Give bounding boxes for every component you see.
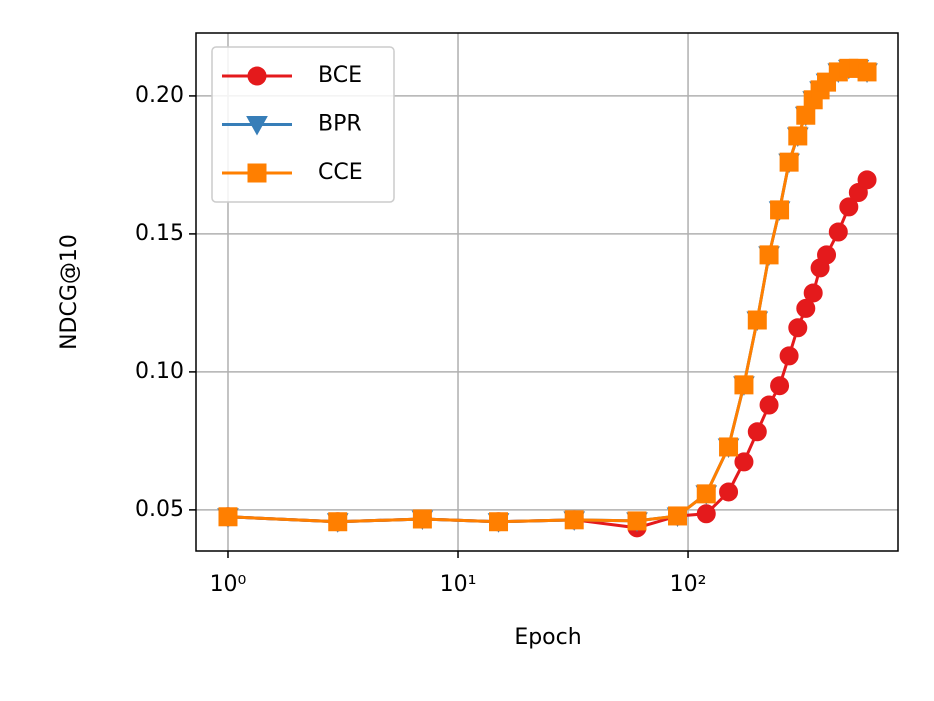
legend-label: BPR <box>318 112 362 137</box>
marker <box>719 437 739 457</box>
y-tick-label: 0.10 <box>135 359 184 384</box>
marker <box>759 395 779 415</box>
marker <box>817 245 837 265</box>
marker <box>747 310 767 330</box>
marker <box>788 318 808 338</box>
series-line <box>227 178 869 530</box>
marker <box>696 504 716 524</box>
marker <box>564 510 584 530</box>
marker <box>328 512 348 532</box>
marker <box>828 222 848 242</box>
marker <box>857 170 877 190</box>
marker <box>734 452 754 472</box>
marker <box>246 116 268 136</box>
marker <box>788 126 808 146</box>
marker <box>747 422 767 442</box>
marker <box>412 509 432 529</box>
marker <box>668 506 688 526</box>
marker <box>719 482 739 502</box>
y-tick-label: 0.15 <box>135 221 184 246</box>
marker <box>218 507 238 527</box>
marker <box>627 511 647 531</box>
marker <box>734 375 754 395</box>
marker <box>247 163 267 183</box>
marker <box>779 346 799 366</box>
legend-label: CCE <box>318 160 363 185</box>
legend-label: BCE <box>318 63 362 88</box>
marker <box>759 245 779 265</box>
marker <box>696 484 716 504</box>
y-axis-label: NDCG@10 <box>57 234 82 350</box>
marker <box>489 512 509 532</box>
x-tick-label: 10⁰ <box>210 572 247 597</box>
plot-frame <box>195 32 899 552</box>
marker <box>796 298 816 318</box>
legend: BCE BPR CCE <box>211 46 395 203</box>
marker <box>247 66 267 86</box>
marker <box>839 197 859 217</box>
y-tick-label: 0.05 <box>135 497 184 522</box>
marker <box>803 283 823 303</box>
y-tick-label: 0.20 <box>135 83 184 108</box>
x-tick-label: 10² <box>670 572 707 597</box>
legend-box <box>211 46 395 203</box>
marker <box>770 200 790 220</box>
x-tick-label: 10¹ <box>440 572 477 597</box>
marker <box>770 376 790 396</box>
marker <box>857 62 877 82</box>
marker <box>779 152 799 172</box>
x-axis-label: Epoch <box>514 625 581 650</box>
